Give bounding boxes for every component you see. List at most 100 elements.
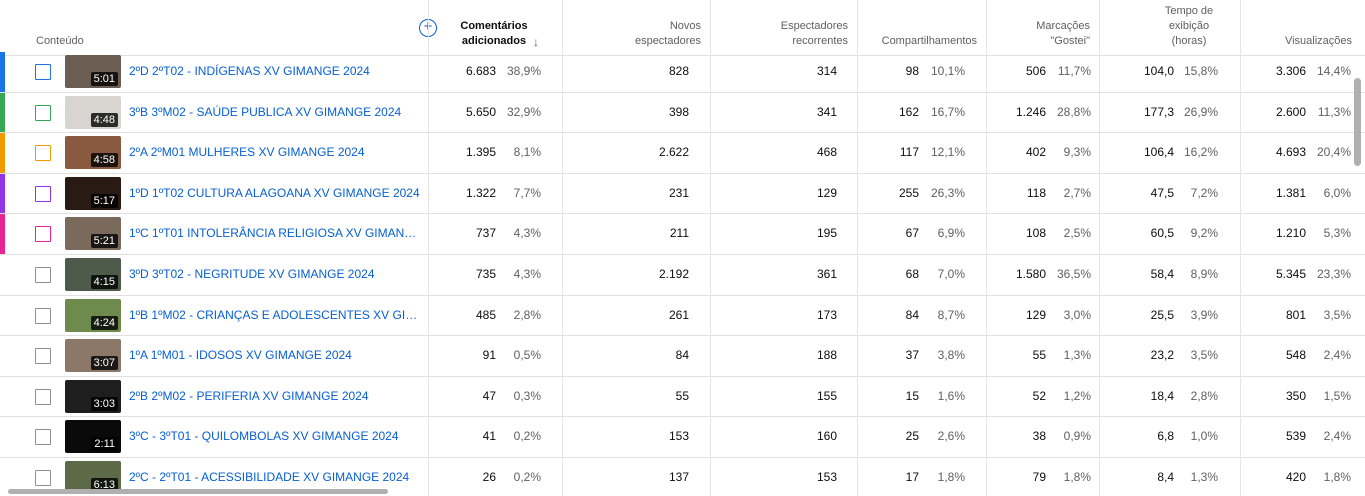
video-title-link[interactable]: 1ºD 1ºT02 CULTURA ALAGOANA XV GIMANGE 20… bbox=[129, 185, 420, 200]
table-row[interactable]: 5:17 1ºD 1ºT02 CULTURA ALAGOANA XV GIMANG… bbox=[0, 173, 1365, 215]
views-value: 420 bbox=[1285, 470, 1306, 484]
video-title-link[interactable]: 3ºD 3ºT02 - NEGRITUDE XV GIMANGE 2024 bbox=[129, 267, 375, 281]
video-title-link[interactable]: 3ºC - 3ºT01 - QUILOMBOLAS XV GIMANGE 202… bbox=[129, 429, 399, 444]
table-row[interactable]: 2:11 3ºC - 3ºT01 - QUILOMBOLAS XV GIMANGE… bbox=[0, 417, 1365, 458]
header-comments[interactable]: Comentários adicionados ↓ bbox=[460, 20, 539, 49]
shares-value: 255 bbox=[898, 185, 919, 200]
new-viewers-value: 84 bbox=[675, 348, 689, 363]
likes-pct: 9,3% bbox=[1063, 145, 1091, 160]
likes-value: 1.246 bbox=[1015, 104, 1046, 119]
video-thumbnail[interactable]: 4:48 bbox=[65, 95, 121, 129]
row-checkbox[interactable] bbox=[35, 429, 51, 446]
table-row[interactable]: 3:07 1ºA 1ºM01 - IDOSOS XV GIMANGE 2024 91… bbox=[0, 336, 1365, 377]
video-title-link[interactable]: 2ºD 2ºT02 - INDÍGENAS XV GIMANGE 2024 bbox=[129, 64, 370, 78]
views-value: 350 bbox=[1285, 388, 1306, 403]
video-duration: 5:21 bbox=[90, 234, 118, 249]
video-title-link[interactable]: 2ºA 2ºM01 MULHERES XV GIMANGE 2024 bbox=[129, 145, 365, 160]
likes-value: 1.580 bbox=[1015, 267, 1046, 281]
video-thumbnail[interactable]: 4:15 bbox=[65, 258, 121, 291]
video-title-link[interactable]: 3ºB 3ºM02 - SAÚDE PUBLICA XV GIMANGE 202… bbox=[129, 104, 402, 119]
new-viewers-value: 828 bbox=[668, 64, 689, 78]
table-row[interactable]: 4:48 3ºB 3ºM02 - SAÚDE PUBLICA XV GIMANGE… bbox=[0, 92, 1365, 134]
video-title-link[interactable]: 2ºC - 2ºT01 - ACESSIBILIDADE XV GIMANGE … bbox=[129, 470, 410, 484]
comments-value: 47 bbox=[482, 388, 496, 403]
row-checkbox[interactable] bbox=[35, 104, 51, 121]
shares-pct: 1,6% bbox=[937, 388, 965, 403]
video-thumbnail[interactable]: 3:03 bbox=[65, 379, 121, 413]
views-pct: 5,3% bbox=[1323, 226, 1351, 241]
table-row[interactable]: 6:13 2ºC - 2ºT01 - ACESSIBILIDADE XV GIMA… bbox=[0, 458, 1365, 496]
views-value: 4.693 bbox=[1275, 145, 1306, 160]
comments-value: 1.322 bbox=[465, 185, 496, 200]
video-thumbnail[interactable]: 5:21 bbox=[65, 217, 121, 251]
vertical-scrollbar[interactable] bbox=[1354, 78, 1361, 166]
table-row[interactable]: 3:03 2ºB 2ºM02 - PERIFERIA XV GIMANGE 202… bbox=[0, 377, 1365, 418]
plus-circle-icon: + bbox=[424, 18, 433, 35]
likes-pct: 36,5% bbox=[1056, 267, 1091, 281]
table-row[interactable]: 4:58 2ºA 2ºM01 MULHERES XV GIMANGE 2024 1.… bbox=[0, 133, 1365, 174]
views-pct: 14,4% bbox=[1316, 64, 1351, 78]
video-title-link[interactable]: 1ºA 1ºM01 - IDOSOS XV GIMANGE 2024 bbox=[129, 348, 352, 363]
watch-time-pct: 1,3% bbox=[1190, 470, 1218, 484]
likes-pct: 3,0% bbox=[1063, 307, 1091, 322]
row-checkbox[interactable] bbox=[35, 388, 51, 405]
row-checkbox[interactable] bbox=[35, 267, 51, 283]
video-thumbnail[interactable]: 3:07 bbox=[65, 339, 121, 373]
shares-value: 67 bbox=[905, 226, 919, 241]
row-checkbox[interactable] bbox=[35, 307, 51, 324]
new-viewers-value: 2.622 bbox=[658, 145, 689, 160]
row-checkbox[interactable] bbox=[35, 226, 51, 243]
series-color-stripe bbox=[0, 92, 5, 133]
table-row[interactable]: 5:01 2ºD 2ºT02 - INDÍGENAS XV GIMANGE 202… bbox=[0, 52, 1365, 93]
returning-viewers-value: 468 bbox=[816, 145, 837, 160]
row-checkbox[interactable] bbox=[35, 145, 51, 162]
row-checkbox[interactable] bbox=[35, 185, 51, 202]
comments-value: 41 bbox=[482, 429, 496, 444]
video-title-link[interactable]: 2ºB 2ºM02 - PERIFERIA XV GIMANGE 2024 bbox=[129, 388, 369, 403]
watch-time-value: 23,2 bbox=[1150, 348, 1174, 363]
table-row[interactable]: 5:21 1ºC 1ºT01 INTOLERÂNCIA RELIGIOSA XV … bbox=[0, 214, 1365, 255]
header-shares[interactable]: Compartilhamentos bbox=[881, 35, 977, 47]
shares-value: 17 bbox=[905, 470, 919, 484]
likes-pct: 2,7% bbox=[1063, 185, 1091, 200]
video-thumbnail[interactable]: 4:24 bbox=[65, 298, 121, 332]
header-returning-viewers[interactable]: Espectadores recorrentes bbox=[780, 20, 848, 47]
header-watch-time[interactable]: Tempo de exibição (horas) bbox=[1164, 5, 1214, 47]
video-thumbnail[interactable]: 4:58 bbox=[65, 136, 121, 170]
video-thumbnail[interactable]: 5:01 bbox=[65, 55, 121, 88]
header-new-viewers[interactable]: Novos espectadores bbox=[634, 20, 701, 47]
table-row[interactable]: 4:15 3ºD 3ºT02 - NEGRITUDE XV GIMANGE 202… bbox=[0, 255, 1365, 296]
video-title-link[interactable]: 1ºC 1ºT01 INTOLERÂNCIA RELIGIOSA XV GIMA… bbox=[129, 226, 421, 241]
returning-viewers-value: 155 bbox=[816, 388, 837, 403]
row-checkbox[interactable] bbox=[35, 470, 51, 486]
horizontal-scrollbar[interactable] bbox=[8, 489, 388, 494]
video-title-link[interactable]: 1ºB 1ºM02 - CRIANÇAS E ADOLESCENTES XV G… bbox=[129, 307, 421, 322]
video-thumbnail[interactable]: 6:13 bbox=[65, 461, 121, 494]
video-thumbnail[interactable]: 2:11 bbox=[65, 420, 121, 454]
shares-pct: 3,8% bbox=[937, 348, 965, 363]
row-checkbox[interactable] bbox=[35, 348, 51, 365]
views-value: 3.306 bbox=[1275, 64, 1306, 78]
table-header: Conteúdo + Comentários adicionados ↓ Nov… bbox=[0, 0, 1365, 56]
comments-pct: 4,3% bbox=[513, 267, 541, 281]
shares-value: 117 bbox=[899, 145, 919, 160]
comments-pct: 0,2% bbox=[513, 429, 541, 444]
comments-pct: 0,3% bbox=[513, 388, 541, 403]
views-pct: 2,4% bbox=[1323, 429, 1351, 444]
row-checkbox[interactable] bbox=[35, 64, 51, 80]
header-likes[interactable]: Marcações "Gostei" bbox=[1036, 20, 1090, 47]
new-viewers-value: 261 bbox=[668, 307, 689, 322]
likes-value: 38 bbox=[1032, 429, 1046, 444]
video-thumbnail[interactable]: 5:17 bbox=[65, 176, 121, 210]
views-pct: 23,3% bbox=[1316, 267, 1351, 281]
table-row[interactable]: 4:24 1ºB 1ºM02 - CRIANÇAS E ADOLESCENTES … bbox=[0, 296, 1365, 337]
likes-value: 118 bbox=[1026, 185, 1046, 200]
header-views[interactable]: Visualizações bbox=[1284, 35, 1352, 47]
watch-time-value: 60,5 bbox=[1150, 226, 1174, 241]
header-content[interactable]: Conteúdo bbox=[36, 35, 84, 47]
new-viewers-value: 55 bbox=[675, 388, 689, 403]
comments-value: 1.395 bbox=[465, 145, 496, 160]
likes-value: 402 bbox=[1025, 145, 1046, 160]
video-duration: 5:17 bbox=[90, 193, 118, 208]
likes-pct: 11,7% bbox=[1057, 64, 1091, 78]
